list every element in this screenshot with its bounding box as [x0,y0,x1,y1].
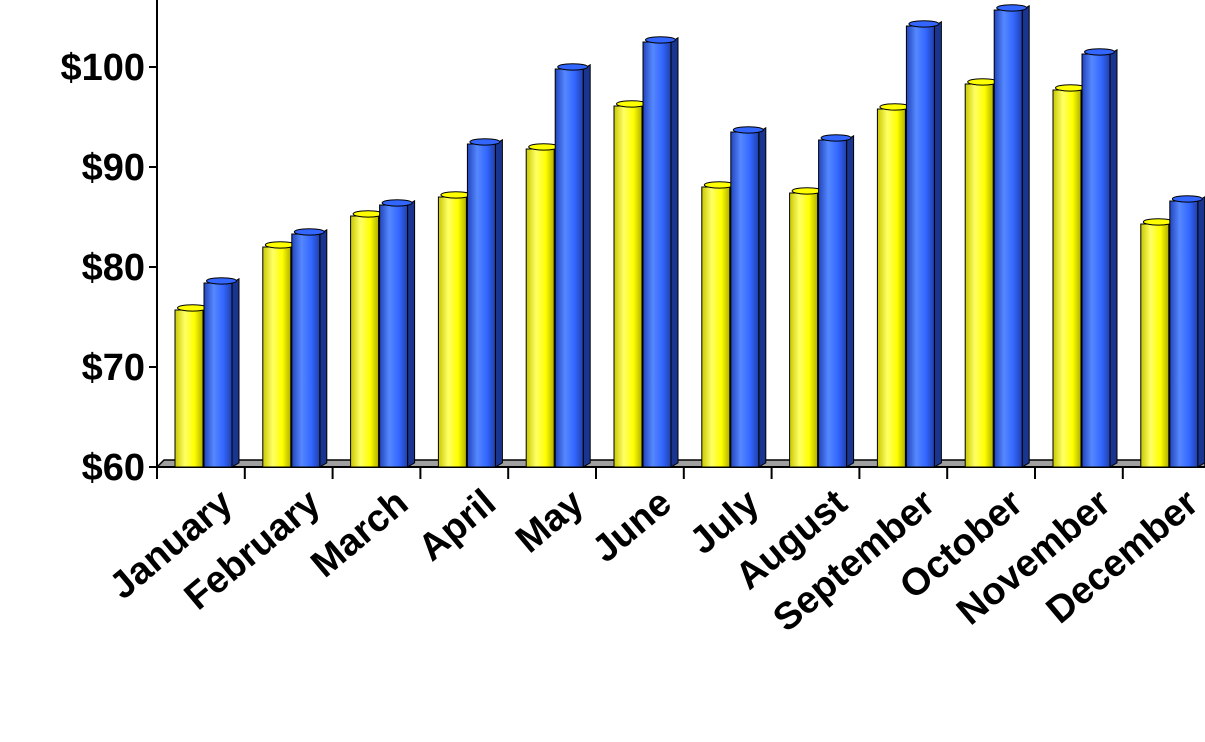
x-tick-label: May [508,482,592,562]
bar-side [846,134,855,468]
bar-february-series-2 [291,228,328,468]
bar-front [262,246,292,468]
bar-front [905,25,935,468]
bar-top [820,134,852,142]
bar-top [352,210,384,218]
bar-front [993,9,1023,468]
bar-side [231,277,240,468]
bar-front [613,105,643,468]
bar-front [203,282,233,468]
y-tick-label: $80 [82,247,145,289]
bar-april-series-2 [466,138,503,468]
bar-top [1142,218,1174,226]
bar-front [876,108,906,468]
bar-front [525,148,555,468]
bar-top [264,241,296,249]
y-tick-label: $90 [82,147,145,189]
bar-side [670,36,679,468]
bar-february-series-1 [262,241,299,468]
bar-top [732,126,764,134]
bar-top [645,36,676,44]
bar-front [1081,53,1111,468]
bar-january-series-2 [203,277,240,468]
bar-side [933,20,942,468]
x-tick-label: March [303,482,416,586]
bar-front [379,204,409,468]
bar-top [791,187,823,195]
bar-side [319,228,328,468]
bar-front [1169,200,1199,468]
bar-top [206,277,237,285]
bar-june-series-2 [642,36,679,468]
bar-front [174,309,204,468]
bar-side [494,138,503,468]
bar-top [469,138,501,146]
bar-march-series-2 [379,199,416,468]
x-tick-label: April [411,482,504,570]
bar-top [879,103,911,111]
bar-october-series-2 [993,4,1030,468]
bar-august-series-2 [818,134,855,468]
bar-side [758,126,767,468]
bar-may-series-2 [554,63,591,468]
bar-top [908,20,940,28]
bar-top [381,199,413,207]
bar-top [528,143,560,151]
bar-top [996,4,1028,12]
bar-july-series-2 [730,126,767,468]
bar-top [557,63,589,71]
bar-top [967,78,999,86]
bar-front [818,139,848,468]
bar-top [1084,48,1115,56]
bar-front [642,41,672,468]
bar-top [177,304,208,312]
y-tick-label: $100 [60,47,145,89]
bar-front [554,68,584,468]
bar-front [701,186,731,468]
bar-front [789,192,819,468]
bar-september-series-2 [905,20,942,468]
bar-front [291,233,321,468]
bar-front [437,196,467,468]
bar-front [466,143,496,468]
bar-side [582,63,591,468]
bar-side [1021,4,1030,468]
bar-november-series-2 [1081,48,1118,468]
bar-front [1140,223,1170,468]
bar-top [293,228,325,236]
bar-front [1052,89,1082,468]
bar-top [440,191,472,199]
bar-top [1055,84,1086,92]
bar-front [730,131,760,468]
bar-top [703,181,735,189]
y-tick-label: $60 [82,447,145,489]
bar-side [1109,48,1118,468]
bar-side [407,199,416,468]
x-tick-label: June [585,482,680,571]
bar-december-series-2 [1169,195,1205,468]
bar-side [1197,196,1205,468]
bar-top [1171,195,1203,203]
y-tick-label: $70 [82,347,145,389]
bar-front [964,83,994,468]
bar-front [350,215,380,468]
bar-top [616,100,647,108]
